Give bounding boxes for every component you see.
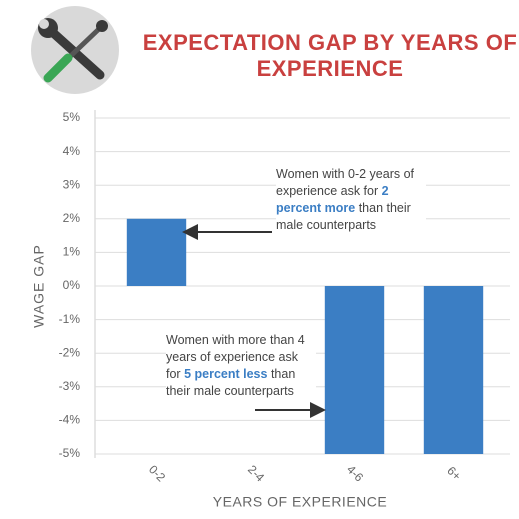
x-tick-label: 2-4 (245, 462, 267, 484)
y-tick-label: 1% (63, 245, 81, 259)
y-tick-label: 0% (63, 278, 81, 292)
y-tick-label: -4% (59, 413, 81, 427)
bar (324, 286, 385, 454)
annotation-text: than their male counterparts (276, 201, 411, 232)
y-tick-label: 2% (63, 211, 81, 225)
annotation-highlight: 2 percent more (276, 184, 389, 215)
y-tick-label: -2% (59, 345, 81, 359)
annotation: Women with 0-2 years of experience ask f… (276, 166, 426, 234)
y-tick-label: 5% (63, 110, 81, 124)
y-tick-label: -3% (59, 379, 81, 393)
annotation-text: Women with more than 4 years of experien… (166, 333, 305, 381)
y-tick-label: 3% (63, 177, 81, 191)
x-tick-label: 6+ (444, 464, 464, 484)
annotation: Women with more than 4 years of experien… (166, 332, 316, 400)
annotation-highlight: 5 percent less (184, 367, 268, 381)
x-tick-label: 4-6 (344, 462, 366, 484)
chart-title: EXPECTATION GAP BY YEARS OF EXPERIENCE (142, 30, 518, 81)
y-tick-label: 4% (63, 144, 81, 158)
annotation-text: than their male counterparts (166, 367, 296, 398)
y-axis-label: WAGE GAP (31, 244, 47, 328)
logo (31, 6, 119, 94)
x-tick-label: 0-2 (146, 462, 168, 484)
bar (423, 286, 484, 454)
x-axis-label: YEARS OF EXPERIENCE (213, 494, 387, 510)
annotation-text: Women with 0-2 years of experience ask f… (276, 167, 415, 198)
y-tick-label: -1% (59, 312, 81, 326)
bar (126, 218, 187, 286)
y-tick-label: -5% (59, 446, 81, 460)
